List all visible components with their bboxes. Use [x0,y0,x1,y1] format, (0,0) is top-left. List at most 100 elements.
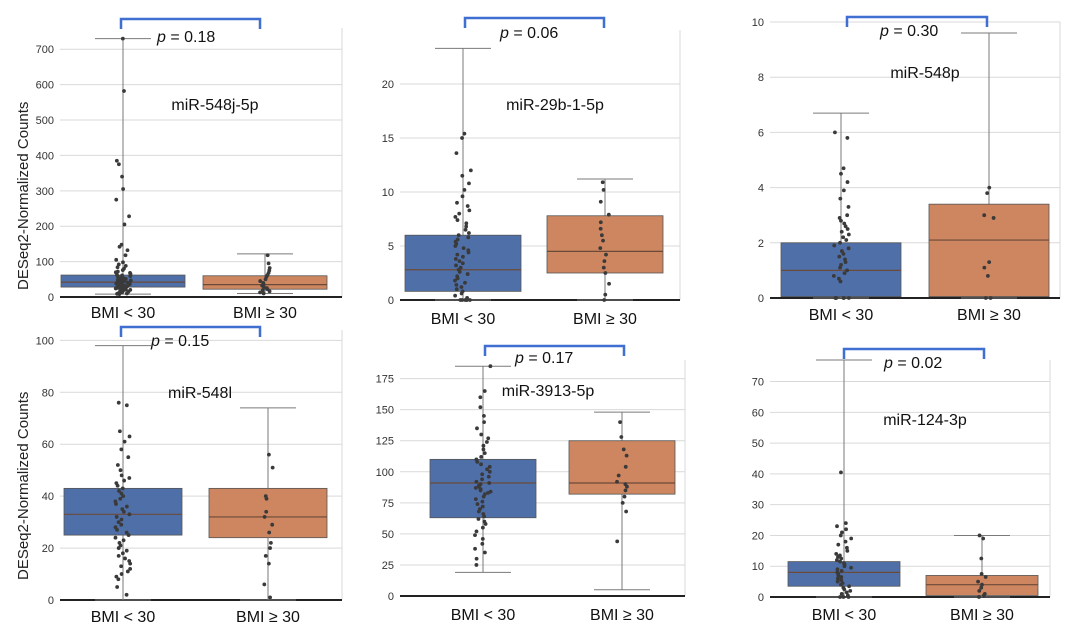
mirna-title: miR-548j-5p [171,97,258,114]
data-point [474,479,479,484]
data-point [116,577,121,582]
data-point [453,257,458,261]
data-point [983,296,988,300]
data-point [479,462,483,467]
data-point [264,509,269,514]
p-value-label: p = 0.06 [499,25,558,42]
data-point [121,187,126,191]
data-point [486,491,490,495]
data-point [478,488,483,493]
y-tick-label: 25 [382,560,394,572]
data-point [839,568,844,573]
data-point [839,218,843,223]
data-point [125,569,130,574]
data-point [121,279,126,284]
data-point [603,271,608,275]
y-tick-label: 60 [42,439,54,451]
data-point [122,439,127,444]
data-point [454,263,458,268]
data-point [839,592,844,596]
data-point [121,538,126,543]
data-point [480,536,485,541]
data-point [841,296,846,300]
data-point [839,578,844,582]
data-point [849,536,854,541]
data-point [474,529,479,534]
data-point [114,515,119,519]
data-point [842,587,847,592]
data-point [121,509,126,514]
x-category-label: BMI ≥ 30 [573,311,637,328]
y-axis-label-top: DESeq2-Normalized Counts [15,101,32,290]
x-category-label: BMI < 30 [812,607,877,624]
data-point [598,199,603,204]
data-point [475,426,479,431]
data-point [266,261,271,266]
data-point [473,533,477,538]
y-tick-label: 150 [376,405,394,417]
y-tick-label: 600 [36,80,54,92]
y-tick-label: 15 [382,133,394,145]
data-point [481,443,486,448]
data-point [616,473,621,478]
data-point [120,174,124,179]
data-point [124,530,129,535]
data-point [606,212,611,217]
data-point [453,278,457,283]
data-point [265,253,270,258]
x-category-label: BMI < 30 [431,311,496,328]
data-point [457,259,462,264]
y-tick-label: 125 [376,436,394,448]
data-point [116,400,121,405]
data-point [838,559,843,564]
y-tick-label: 60 [752,407,764,419]
data-point [113,535,118,540]
data-point [846,595,851,599]
data-point [115,483,120,488]
data-point [116,520,121,525]
data-point [475,502,480,506]
data-point [837,254,842,259]
data-point [982,593,986,598]
data-point [454,282,459,287]
data-point [456,233,461,238]
data-point [838,595,842,599]
box-bmi-30-plus [208,487,328,539]
data-point [598,226,603,231]
data-point [842,271,847,276]
p-value: = 0.17 [524,350,573,367]
data-point [482,514,487,519]
p-value-label: p = 0.17 [514,350,573,367]
data-point [467,231,471,235]
data-point [840,530,844,535]
data-point [125,248,130,253]
data-point [266,561,271,566]
data-point [270,465,275,470]
y-tick-label: 20 [752,530,764,542]
data-point [128,278,133,283]
y-tick-label: 40 [42,491,54,503]
data-point [848,588,853,593]
data-point [122,222,127,227]
data-point [839,470,843,475]
data-point [838,279,843,284]
data-point [843,521,848,526]
data-point [119,473,124,478]
y-tick-label: 0 [48,292,54,304]
data-point [460,261,465,266]
x-category-label: BMI ≥ 30 [236,609,300,626]
box-bmi-30-plus [546,215,664,274]
data-point [602,298,607,302]
data-point [835,567,840,572]
data-point [113,286,118,291]
y-tick-label: 100 [36,335,54,347]
data-point [128,561,133,566]
data-point [615,539,620,544]
data-point [835,524,839,529]
data-point [844,590,849,595]
data-point [117,429,122,434]
significance-bracket [483,344,626,356]
data-point [465,272,470,276]
data-point [121,260,125,265]
